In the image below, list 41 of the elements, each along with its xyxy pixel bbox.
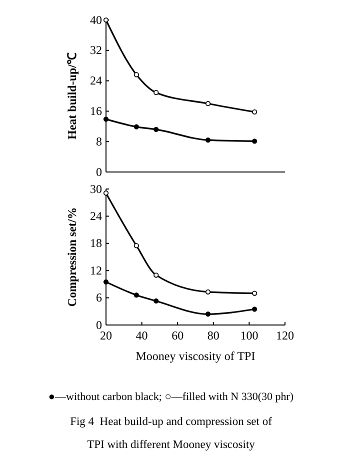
point [154, 298, 159, 304]
x-axis-title: Mooney viscosity of TPI [136, 349, 256, 363]
x-tick-label: 80 [207, 328, 220, 343]
y-tick-label: 0 [96, 318, 102, 332]
text: ●—without carbon black; ○—filled with N 330(30 phr) [48, 391, 294, 403]
point [134, 292, 139, 298]
point [252, 109, 258, 115]
point [103, 279, 109, 284]
y-tick-label: 16 [90, 104, 102, 118]
y-axis-title: Compression set/% [65, 207, 79, 307]
x-tick-label: 100 [240, 328, 258, 343]
point [205, 289, 211, 294]
point [205, 101, 211, 106]
y-tick-label: 32 [90, 43, 102, 58]
point [252, 290, 258, 296]
point [134, 124, 139, 130]
point [154, 272, 159, 278]
point [154, 126, 159, 132]
y-tick-label: 0 [96, 164, 102, 179]
point [134, 243, 139, 248]
y-tick-label: 18 [90, 236, 102, 250]
y-tick-label: 24 [90, 74, 102, 88]
y-tick-label: 24 [90, 209, 102, 224]
text: Fig 4 Heat build-up and compression set of TPI with different Mooney viscosity [70, 416, 272, 451]
point [154, 90, 159, 96]
point [103, 116, 109, 122]
y-tick-label: 8 [96, 134, 102, 148]
point [205, 312, 211, 317]
y-tick-label: 40 [90, 12, 102, 27]
y-tick-label: 6 [96, 290, 102, 305]
point [205, 138, 211, 143]
point [252, 138, 258, 144]
y-tick-label: 30 [90, 182, 102, 196]
x-tick-label: 40 [136, 328, 148, 343]
x-tick-label: 60 [172, 328, 184, 343]
y-tick-label: 12 [90, 263, 102, 278]
y-axis-title: Heat build-up/℃ [65, 52, 79, 140]
x-tick-label: 120 [276, 328, 294, 343]
point [134, 72, 139, 78]
point [252, 306, 258, 312]
x-tick-label: 20 [100, 328, 112, 343]
